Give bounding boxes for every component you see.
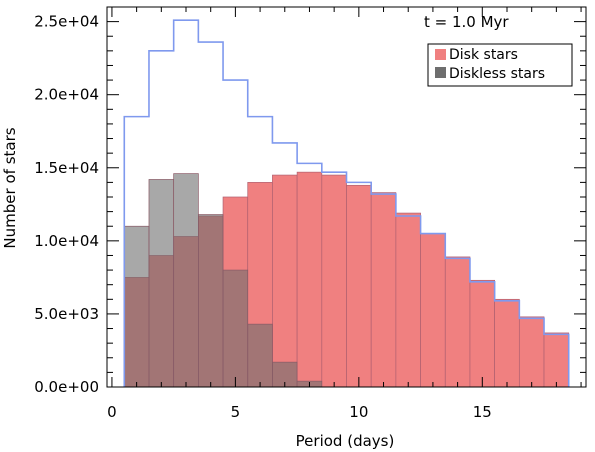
disk-bar xyxy=(518,316,545,388)
y-tick-label: 5.0e+03 xyxy=(34,305,99,323)
y-tick-label: 0.0e+00 xyxy=(34,378,99,396)
disk-bar xyxy=(543,332,570,388)
legend: Disk stars Diskless stars xyxy=(427,43,573,87)
disk-bar xyxy=(370,192,397,388)
disk-bar xyxy=(420,233,446,388)
disk-bar xyxy=(444,256,471,388)
total-step-line xyxy=(123,19,570,387)
x-tick-label: 0 xyxy=(107,403,117,421)
y-tick-label: 1.5e+04 xyxy=(34,159,99,177)
disk-bar xyxy=(469,279,495,388)
diskless-bar xyxy=(123,225,150,388)
disk-bar xyxy=(296,171,323,388)
diskless-bar xyxy=(247,323,273,388)
diskless-bar xyxy=(222,269,249,388)
disk-bar xyxy=(346,184,372,388)
disk-bar xyxy=(395,212,421,388)
x-tick-label: 15 xyxy=(473,403,492,421)
time-annotation: t = 1.0 Myr xyxy=(424,13,509,31)
disk-bar xyxy=(494,298,520,388)
legend-label-disk: Disk stars xyxy=(449,47,518,63)
x-tick-label: 10 xyxy=(349,403,368,421)
diskless-bar xyxy=(173,173,199,388)
diskless-bar xyxy=(198,214,224,388)
legend-swatch-disk xyxy=(435,49,446,60)
legend-box xyxy=(427,43,573,87)
axis-ticks: 0 5 10 15 0.0e+00 5.0e+03 1.0e+04 1.5e+04 2.0e+0… xyxy=(34,7,586,421)
disk-bar xyxy=(272,174,298,388)
legend-label-diskless: Diskless stars xyxy=(449,66,545,82)
y-tick-label: 2.5e+04 xyxy=(34,13,99,31)
legend-swatch-diskless xyxy=(435,67,446,78)
diskless-bar xyxy=(148,179,175,388)
y-tick-label: 2.0e+04 xyxy=(34,86,99,104)
y-tick-label: 1.0e+04 xyxy=(34,232,99,250)
x-tick-label: 5 xyxy=(231,403,241,421)
x-axis-title: Period (days) xyxy=(296,432,395,450)
disk-bar xyxy=(321,174,347,388)
plot-marks xyxy=(123,19,570,388)
y-axis-title: Number of stars xyxy=(1,127,19,248)
